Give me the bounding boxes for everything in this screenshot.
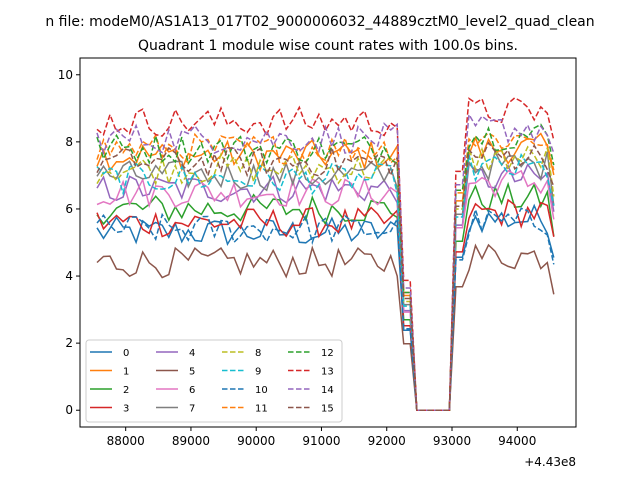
legend-label-15: 15	[321, 404, 334, 415]
legend-label-1: 1	[123, 367, 129, 378]
chart-title: Quadrant 1 module wise count rates with …	[138, 38, 518, 54]
legend-label-12: 12	[321, 348, 334, 359]
series-line-5	[96, 243, 555, 411]
x-axis-offset-label: +4.43e8	[524, 455, 576, 469]
series-line-10	[96, 206, 555, 411]
series-line-3	[96, 198, 555, 411]
legend-label-8: 8	[255, 348, 261, 359]
legend-label-3: 3	[123, 404, 129, 415]
series-line-1	[96, 132, 555, 411]
legend-label-10: 10	[255, 385, 268, 396]
legend-label-2: 2	[123, 385, 129, 396]
series-line-12	[96, 123, 555, 411]
x-tick-label: 88000	[107, 434, 145, 448]
series-line-6	[96, 169, 555, 411]
series-line-7	[96, 149, 555, 411]
legend-label-6: 6	[189, 385, 195, 396]
x-tick-label: 90000	[237, 434, 275, 448]
y-axis-ticks: 0 2 4 6 8 10	[58, 68, 80, 417]
legend-label-0: 0	[123, 348, 129, 359]
figure-suptitle: n file: modeM0/AS1A13_017T02_9000006032_…	[45, 14, 594, 30]
legend-label-11: 11	[255, 404, 268, 415]
x-tick-label: 91000	[302, 434, 340, 448]
x-tick-label: 93000	[433, 434, 471, 448]
series-line-13	[96, 96, 555, 411]
y-tick-label: 10	[58, 68, 73, 82]
plot-frame	[79, 57, 577, 428]
legend-label-5: 5	[189, 367, 195, 378]
legend-label-9: 9	[255, 367, 261, 378]
legend-label-13: 13	[321, 367, 334, 378]
x-tick-label: 92000	[368, 434, 406, 448]
legend-box	[85, 339, 343, 423]
plot-lines	[96, 96, 555, 411]
legend-label-14: 14	[321, 385, 334, 396]
y-tick-label: 8	[65, 135, 73, 149]
legend-label-7: 7	[189, 404, 195, 415]
y-tick-label: 2	[65, 336, 73, 350]
series-line-2	[96, 181, 555, 411]
series-line-9	[96, 152, 555, 411]
series-line-11	[96, 132, 555, 411]
x-tick-label: 89000	[172, 434, 210, 448]
series-line-15	[96, 141, 555, 411]
y-tick-label: 6	[65, 202, 73, 216]
x-tick-label: 94000	[498, 434, 536, 448]
x-axis-ticks: 88000 89000 90000 91000 92000 93000 94000	[107, 427, 536, 448]
y-tick-label: 0	[65, 403, 73, 417]
y-tick-label: 4	[65, 269, 73, 283]
series-line-14	[96, 112, 555, 411]
legend-label-4: 4	[189, 348, 195, 359]
